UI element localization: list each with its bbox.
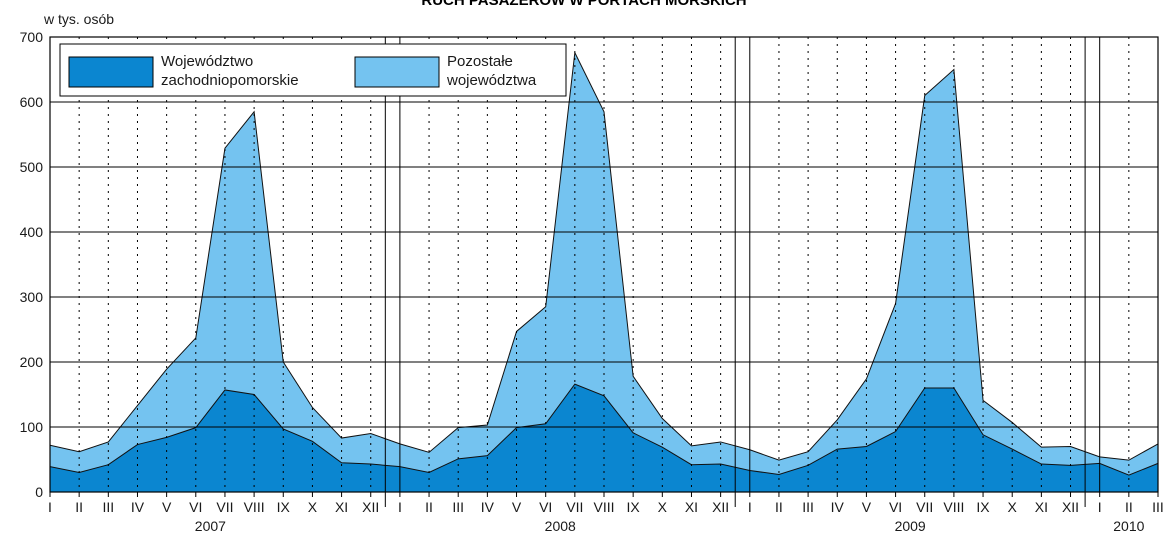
- year-label: 2007: [195, 518, 226, 534]
- y-tick-label: 300: [20, 289, 44, 305]
- year-label: 2009: [895, 518, 926, 534]
- x-tick-label: X: [658, 499, 668, 515]
- year-label: 2008: [545, 518, 576, 534]
- y-tick-label: 500: [20, 159, 44, 175]
- x-tick-label: XII: [712, 499, 729, 515]
- series-line-total: [49, 50, 1159, 461]
- legend-label-zachodniopomorskie: Województwo zachodniopomorskie: [161, 53, 299, 89]
- x-tick-label: XI: [335, 499, 348, 515]
- chart-title: RUCH PASAŻERÓW W PORTACH MORSKICH: [421, 0, 746, 9]
- series-area-zachodniopomorskie: [50, 384, 1158, 492]
- x-tick-label: II: [75, 499, 83, 515]
- legend-label-pozostale: Pozostałe województwa: [446, 53, 537, 89]
- x-tick-label: VI: [539, 499, 552, 515]
- legend-swatch-zachodniopomorskie: [68, 56, 154, 88]
- x-tick-label: V: [162, 499, 172, 515]
- x-tick-label: II: [1125, 499, 1133, 515]
- x-tick-label: II: [775, 499, 783, 515]
- x-tick-label: VIII: [593, 499, 614, 515]
- x-tick-label: I: [1098, 499, 1102, 515]
- x-tick-label: III: [1152, 499, 1164, 515]
- y-tick-label: 400: [20, 224, 44, 240]
- legend: Województwo zachodniopomorskie Pozostałe wo…: [59, 43, 567, 97]
- x-tick-label: VIII: [943, 499, 964, 515]
- x-tick-label: VIII: [244, 499, 265, 515]
- x-tick-label: II: [425, 499, 433, 515]
- x-tick-label: V: [862, 499, 872, 515]
- x-tick-label: I: [398, 499, 402, 515]
- x-tick-label: III: [802, 499, 814, 515]
- x-tick-label: VI: [189, 499, 202, 515]
- y-tick-label: 100: [20, 419, 44, 435]
- year-label: 2010: [1113, 518, 1144, 534]
- x-tick-label: VII: [566, 499, 583, 515]
- x-tick-label: V: [512, 499, 522, 515]
- x-tick-label: VII: [216, 499, 233, 515]
- x-tick-label: IV: [131, 499, 145, 515]
- x-tick-label: XII: [362, 499, 379, 515]
- x-tick-label: I: [48, 499, 52, 515]
- x-tick-label: III: [102, 499, 114, 515]
- x-tick-label: XII: [1062, 499, 1079, 515]
- x-tick-label: IX: [976, 499, 990, 515]
- y-tick-label: 600: [20, 94, 44, 110]
- x-tick-label: X: [1008, 499, 1018, 515]
- x-tick-label: IV: [481, 499, 495, 515]
- legend-swatch-pozostale: [354, 56, 440, 88]
- y-axis-label: w tys. osób: [43, 11, 114, 27]
- x-tick-label: IX: [277, 499, 291, 515]
- x-tick-label: VII: [916, 499, 933, 515]
- series-area-pozostale: [50, 52, 1158, 476]
- x-tick-label: I: [748, 499, 752, 515]
- x-tick-label: IV: [831, 499, 845, 515]
- x-tick-label: III: [452, 499, 464, 515]
- x-tick-label: IX: [627, 499, 641, 515]
- x-tick-label: VI: [889, 499, 902, 515]
- x-tick-label: X: [308, 499, 318, 515]
- y-tick-label: 200: [20, 354, 44, 370]
- x-tick-label: XI: [685, 499, 698, 515]
- x-tick-label: XI: [1035, 499, 1048, 515]
- y-tick-label: 0: [35, 484, 43, 500]
- y-tick-label: 700: [20, 29, 44, 45]
